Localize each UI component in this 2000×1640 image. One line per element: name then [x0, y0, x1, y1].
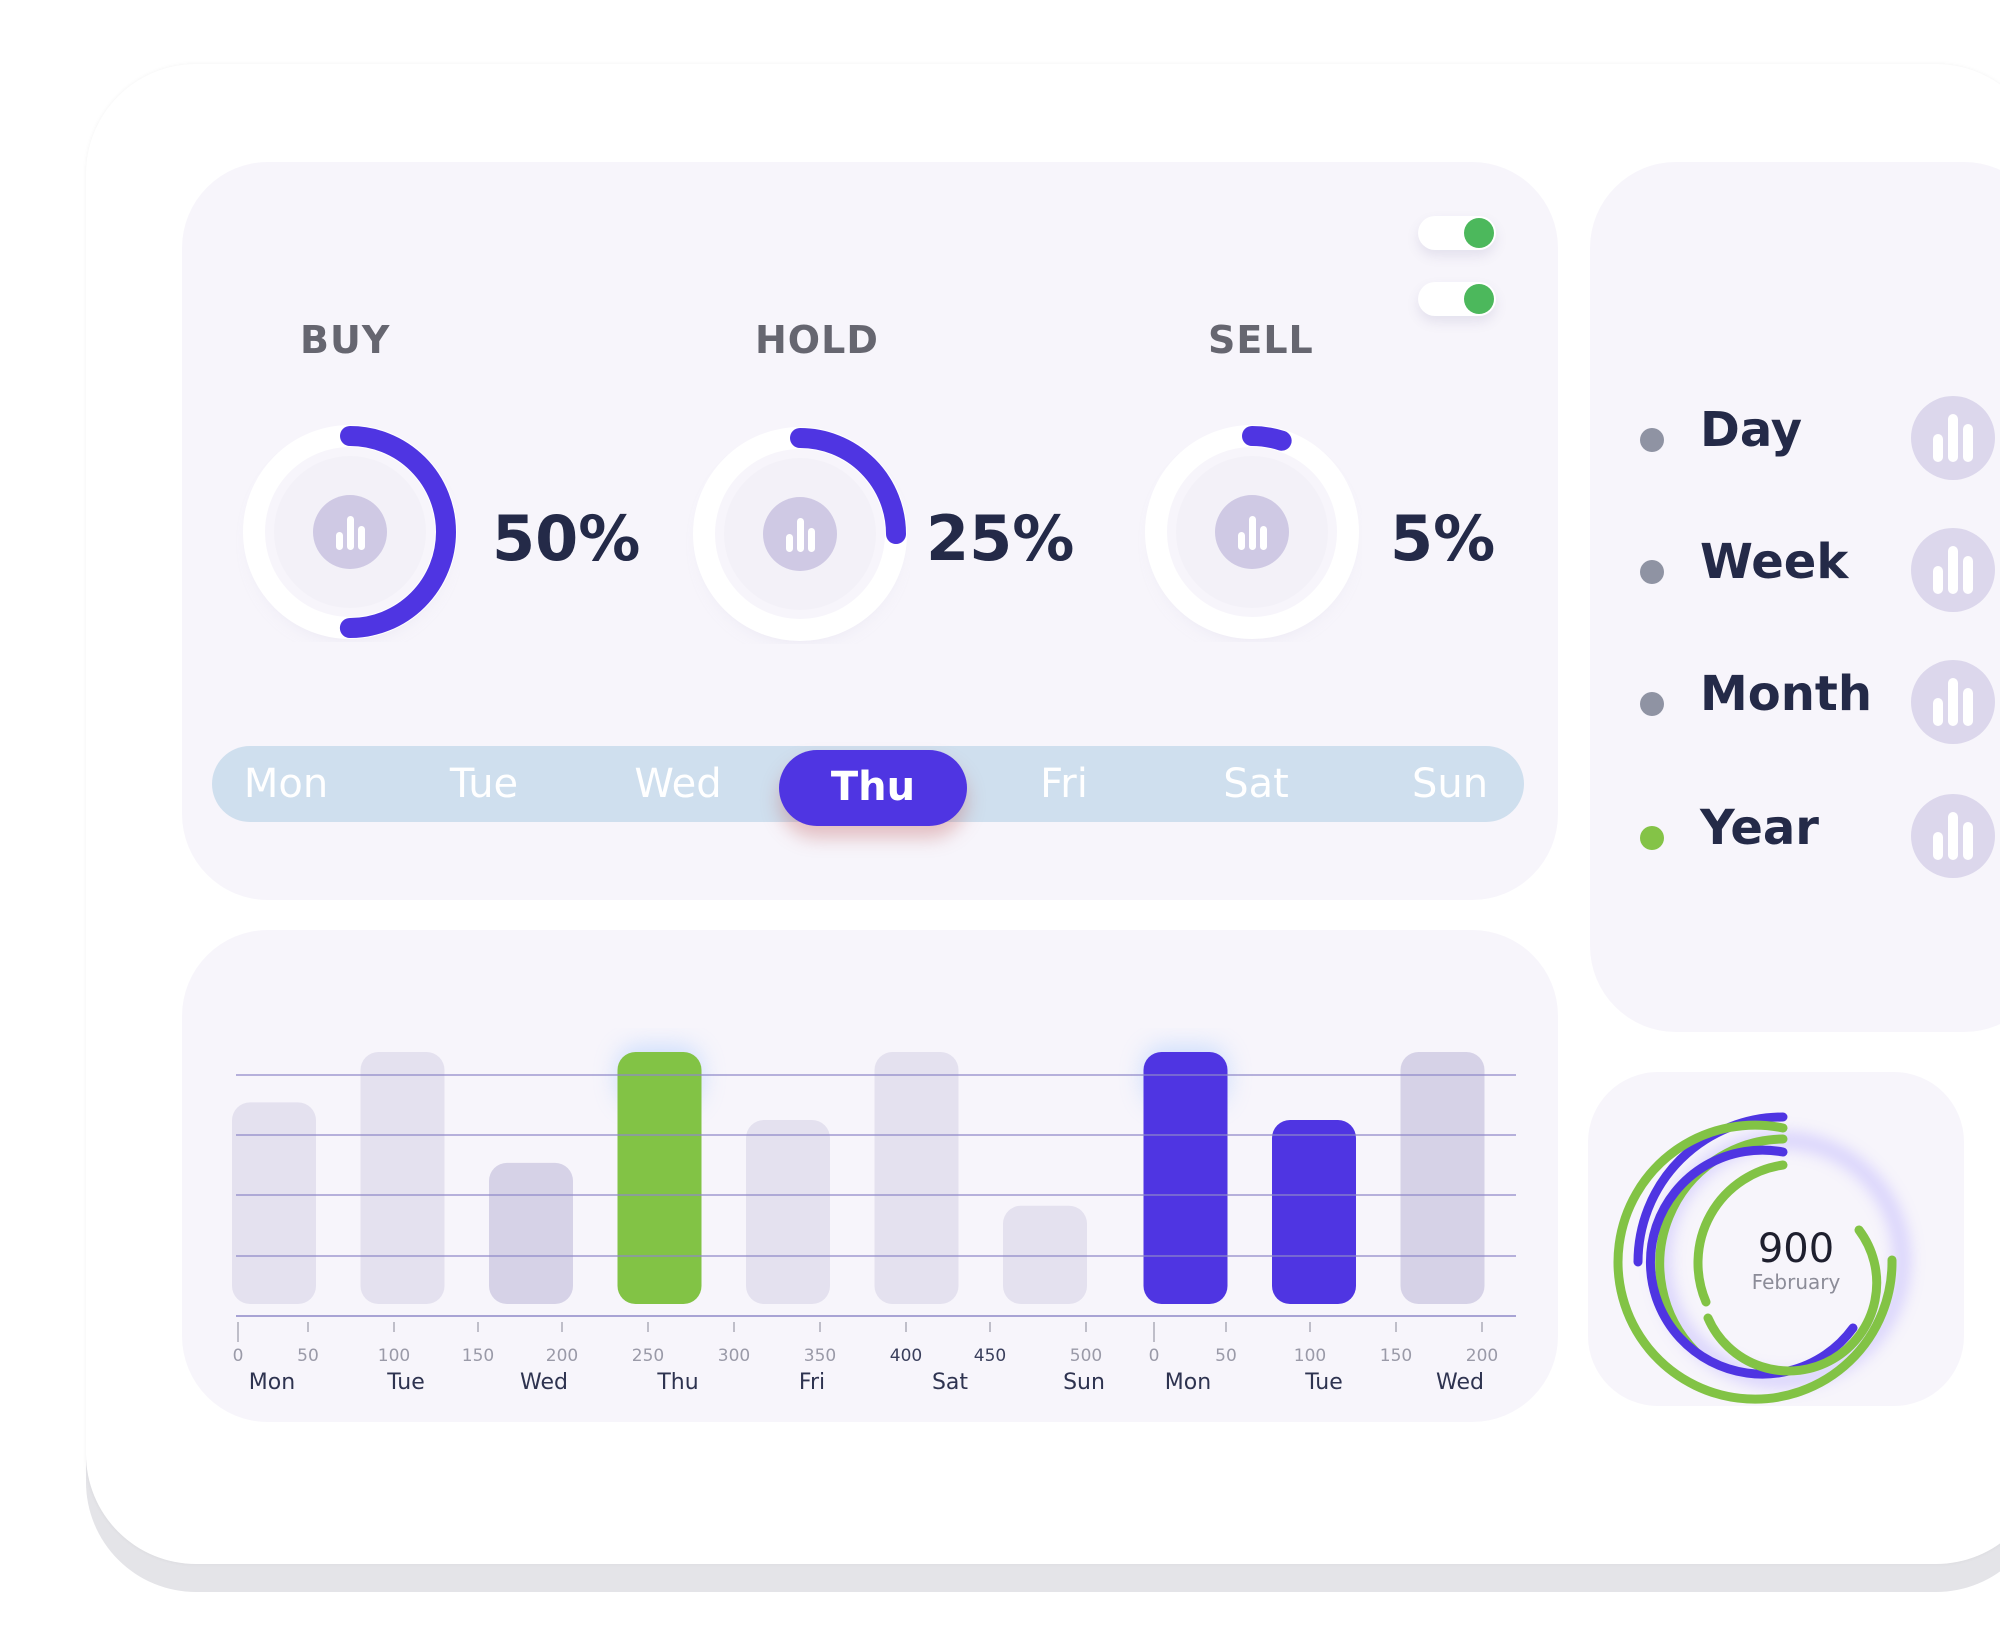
stat-label-hold: HOLD	[755, 318, 879, 362]
axis-tick-label: 100	[377, 1346, 411, 1366]
day-selector: Mon Tue Wed Thu Fri Sat Sun	[212, 746, 1524, 826]
period-label: Week	[1700, 534, 1849, 590]
gauge-arc	[1146, 426, 1358, 638]
gauge-arc	[694, 428, 906, 640]
axis-tick-label: 200	[545, 1346, 579, 1366]
axis-day-label: Fri	[798, 1370, 826, 1395]
period-dot	[1640, 692, 1664, 716]
axis-tick-label: 0	[232, 1346, 244, 1366]
axis-day-label: Wed	[1436, 1370, 1484, 1395]
stat-label-sell: SELL	[1208, 318, 1314, 362]
axis-tick-label: 200	[1465, 1346, 1499, 1366]
toggle-switch-2[interactable]	[1418, 282, 1496, 316]
period-label: Day	[1700, 402, 1803, 458]
axis-tick-label: 50	[297, 1346, 319, 1366]
bar-chart-icon[interactable]	[1911, 528, 1995, 612]
period-item-day[interactable]: Day	[1640, 396, 2000, 480]
axis-day-label: Thu	[657, 1370, 699, 1395]
ring-month-label: February	[1751, 1270, 1841, 1294]
axis-day-label: Sat	[931, 1370, 969, 1395]
axis-tick-label: 300	[717, 1346, 751, 1366]
day-tab-tue[interactable]: Tue	[449, 761, 519, 807]
day-tab-sun[interactable]: Sun	[1411, 761, 1489, 807]
day-tab-thu[interactable]: Thu	[779, 750, 967, 826]
axis-tick-label: 100	[1293, 1346, 1327, 1366]
stat-percent-sell: 5%	[1390, 502, 1496, 575]
day-tab-fri[interactable]: Fri	[1040, 761, 1088, 807]
axis-tick-label: 250	[631, 1346, 665, 1366]
toggle-knob	[1464, 218, 1494, 248]
bar-chart-icon[interactable]	[1911, 396, 1995, 480]
axis-day-label: Sun	[1063, 1370, 1105, 1395]
bar-chart-icon	[763, 497, 837, 571]
stat-label-buy: BUY	[300, 318, 391, 362]
axis-tick-label: 150	[1379, 1346, 1413, 1366]
axis-day-label: Tue	[1305, 1370, 1343, 1395]
period-label: Year	[1700, 800, 1819, 856]
toggle-switch-1[interactable]	[1418, 216, 1496, 250]
axis-day-label: Mon	[248, 1370, 296, 1395]
period-item-month[interactable]: Month	[1640, 660, 2000, 744]
period-item-week[interactable]: Week	[1640, 528, 2000, 612]
period-dot	[1640, 428, 1664, 452]
day-tab-sat[interactable]: Sat	[1223, 761, 1289, 807]
axis-tick-label: 400	[889, 1346, 923, 1366]
period-dot	[1640, 826, 1664, 850]
period-label: Month	[1700, 666, 1873, 722]
day-tab-mon[interactable]: Mon	[243, 761, 329, 807]
axis-day-label: Mon	[1164, 1370, 1212, 1395]
period-dot	[1640, 560, 1664, 584]
stat-gauge-sell	[1145, 425, 1359, 639]
axis-tick-label: 0	[1148, 1346, 1160, 1366]
stat-percent-hold: 25%	[926, 502, 1075, 575]
toggle-knob	[1464, 284, 1494, 314]
axis-tick-label: 50	[1215, 1346, 1237, 1366]
bar-chart-icon	[1215, 495, 1289, 569]
axis-tick-label: 150	[461, 1346, 495, 1366]
bar-chart-icon[interactable]	[1911, 660, 1995, 744]
stat-gauge-hold	[693, 427, 907, 641]
bar-chart-icon	[313, 495, 387, 569]
bar-chart-icon[interactable]	[1911, 794, 1995, 878]
period-item-year[interactable]: Year	[1640, 794, 2000, 878]
stat-percent-buy: 50%	[492, 502, 641, 575]
day-tab-wed[interactable]: Wed	[634, 761, 722, 807]
gauge-arc	[244, 426, 456, 638]
ring-value: 900	[1757, 1226, 1835, 1272]
axis-tick-label: 450	[973, 1346, 1007, 1366]
axis-tick-label: 500	[1069, 1346, 1103, 1366]
axis-day-label: Tue	[387, 1370, 425, 1395]
axis-day-label: Wed	[520, 1370, 568, 1395]
stat-gauge-buy	[243, 425, 457, 639]
axis-tick-label: 350	[803, 1346, 837, 1366]
